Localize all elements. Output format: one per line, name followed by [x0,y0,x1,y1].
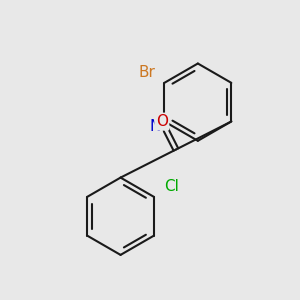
Text: O: O [156,114,168,129]
Text: Cl: Cl [164,179,179,194]
Text: Br: Br [138,65,155,80]
Text: N: N [150,119,161,134]
